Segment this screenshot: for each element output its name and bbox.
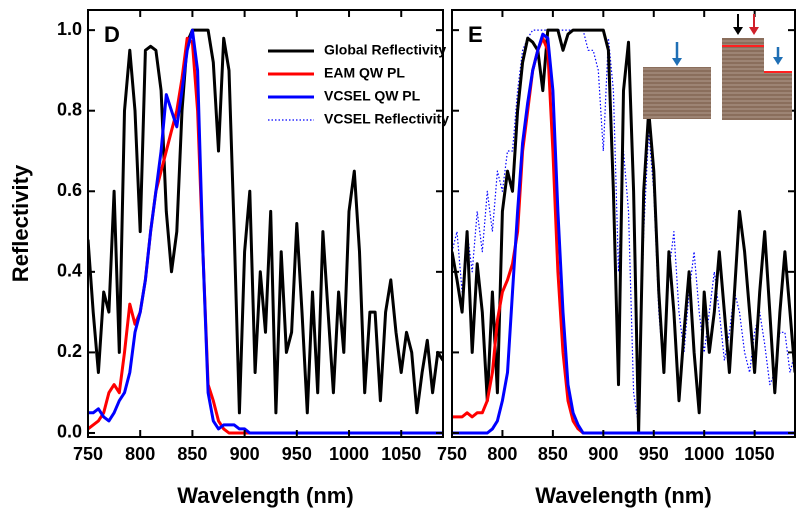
x-tick-label: 950 [639, 444, 669, 464]
data-line [88, 28, 443, 435]
arrowhead [733, 27, 743, 35]
x-tick-label: 1000 [684, 444, 724, 464]
x-tick-label: 900 [588, 444, 618, 464]
x-tick-label: 1000 [329, 444, 369, 464]
panel: 750 800 850 900 950 1000 1050 E Wavelength (nm) [437, 9, 796, 508]
panel-label: E [468, 22, 483, 47]
x-axis-title: Wavelength (nm) [535, 483, 711, 508]
arrowhead [672, 58, 682, 66]
data-line [452, 28, 795, 435]
arrowhead [749, 27, 759, 35]
legend-label: EAM QW PL [324, 65, 405, 81]
x-tick-label: 850 [177, 444, 207, 464]
y-tick-label: 0.8 [57, 99, 82, 119]
x-tick-label: 1050 [381, 444, 421, 464]
y-tick-label: 0.2 [57, 341, 82, 361]
y-tick-label: 0.4 [57, 261, 82, 281]
y-tick-label: 0.0 [57, 422, 82, 442]
x-tick-label: 800 [125, 444, 155, 464]
inset-texture [643, 67, 711, 119]
plot-frame [87, 9, 444, 438]
legend-label: VCSEL Reflectivity [324, 111, 449, 127]
data-line [88, 28, 443, 415]
data-line [452, 32, 795, 435]
legend-label: Global Reflectivity [324, 42, 446, 58]
y-tick-label: 0.6 [57, 180, 82, 200]
x-tick-label: 850 [538, 444, 568, 464]
y-axis-title: Reflectivity [8, 164, 33, 282]
inset-images [643, 14, 792, 120]
x-tick-label: 950 [282, 444, 312, 464]
panel: 750 800 850 900 950 1000 1050 0.0 0.2 0.4 0.6 0.8 1.… [8, 9, 444, 508]
x-tick-label: 900 [230, 444, 260, 464]
plot-frame [451, 9, 796, 438]
x-axis-title: Wavelength (nm) [177, 483, 353, 508]
legend-label: VCSEL QW PL [324, 88, 421, 104]
x-tick-label: 750 [73, 444, 103, 464]
x-tick-label: 800 [487, 444, 517, 464]
arrowhead [773, 57, 783, 65]
x-tick-label: 1050 [735, 444, 775, 464]
y-tick-label: 1.0 [57, 19, 82, 39]
x-tick-label: 750 [437, 444, 467, 464]
panel-label: D [104, 22, 120, 47]
